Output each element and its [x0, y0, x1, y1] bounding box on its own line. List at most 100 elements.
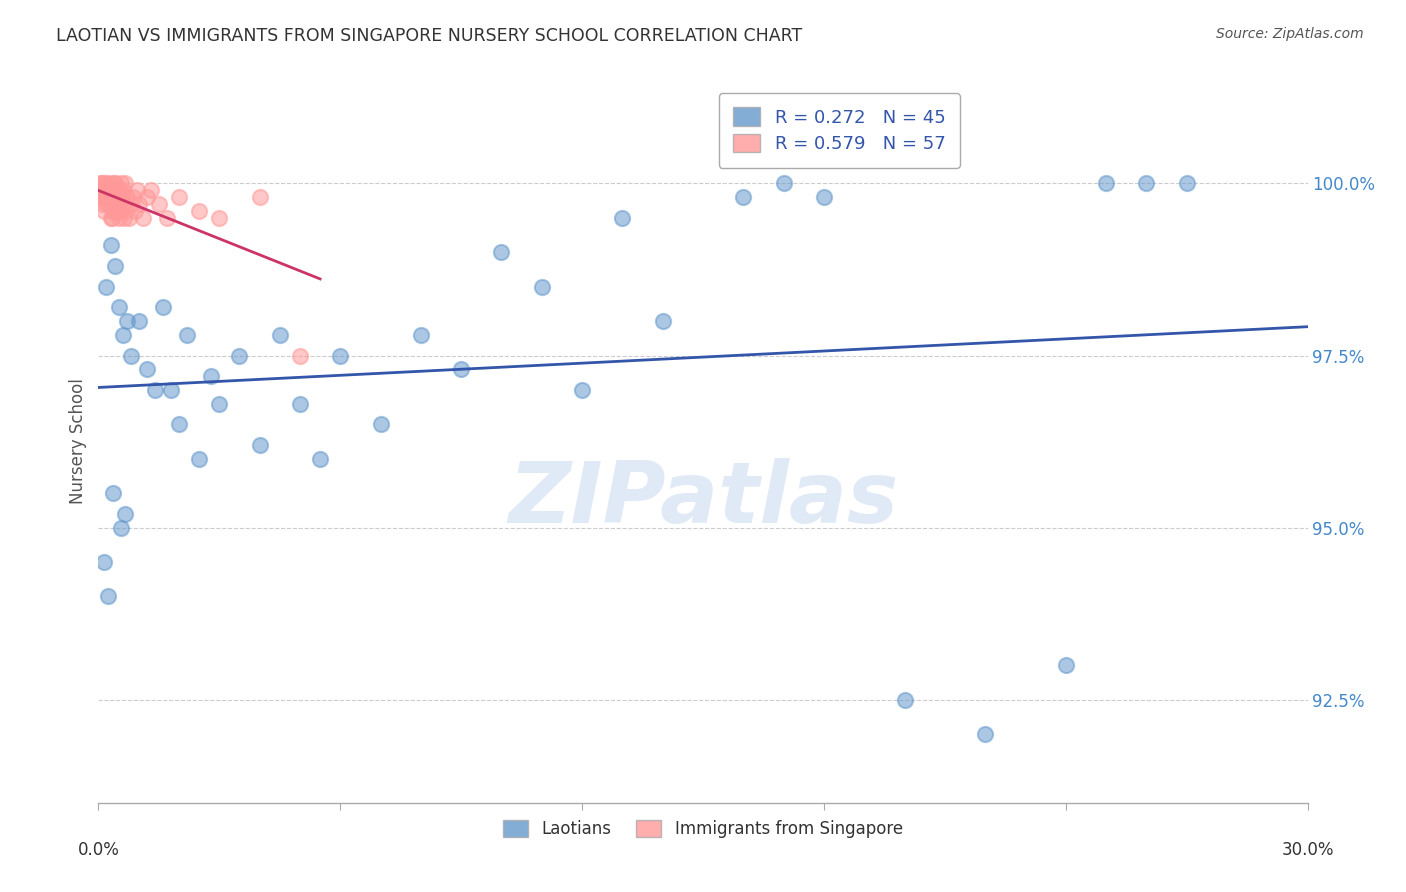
Point: [118, 211, 141, 225]
Point: [200, 369, 222, 384]
Text: 30.0%: 30.0%: [1281, 840, 1334, 859]
Point: [125, 183, 148, 197]
Point: [94, 190, 117, 204]
Point: [115, 314, 138, 328]
Point: [139, 183, 162, 197]
Point: [1054, 658, 1077, 673]
Point: [90, 183, 112, 197]
Text: LAOTIAN VS IMMIGRANTS FROM SINGAPORE NURSERY SCHOOL CORRELATION CHART: LAOTIAN VS IMMIGRANTS FROM SINGAPORE NUR…: [56, 27, 803, 45]
Point: [128, 197, 150, 211]
Point: [893, 692, 915, 706]
Point: [128, 314, 150, 328]
Point: [329, 349, 352, 363]
Point: [107, 190, 129, 204]
Point: [135, 190, 157, 204]
Point: [107, 301, 129, 315]
Point: [104, 190, 127, 204]
Point: [89, 190, 111, 204]
Text: 0.0%: 0.0%: [77, 840, 120, 859]
Point: [97, 183, 120, 197]
Point: [1135, 177, 1157, 191]
Point: [651, 314, 673, 328]
Point: [111, 197, 134, 211]
Point: [101, 486, 124, 500]
Point: [269, 327, 291, 342]
Point: [93, 555, 115, 569]
Point: [100, 238, 122, 252]
Y-axis label: Nursery School: Nursery School: [69, 378, 87, 505]
Point: [288, 349, 311, 363]
Point: [107, 183, 129, 197]
Point: [152, 301, 174, 315]
Text: ZIPatlas: ZIPatlas: [508, 458, 898, 541]
Point: [571, 383, 593, 397]
Point: [132, 211, 155, 225]
Point: [97, 190, 120, 204]
Point: [96, 177, 118, 191]
Point: [208, 211, 231, 225]
Point: [530, 279, 553, 293]
Point: [100, 211, 122, 225]
Point: [156, 211, 179, 225]
Point: [1095, 177, 1118, 191]
Point: [143, 383, 166, 397]
Point: [105, 197, 128, 211]
Point: [110, 520, 132, 534]
Point: [111, 190, 134, 204]
Point: [105, 197, 128, 211]
Point: [167, 190, 190, 204]
Point: [124, 204, 146, 219]
Point: [89, 177, 111, 191]
Point: [112, 183, 135, 197]
Point: [188, 204, 211, 219]
Point: [288, 397, 311, 411]
Point: [120, 349, 142, 363]
Point: [103, 259, 125, 273]
Point: [108, 211, 131, 225]
Point: [100, 211, 122, 225]
Point: [114, 204, 136, 219]
Point: [120, 197, 142, 211]
Point: [167, 417, 190, 432]
Point: [96, 279, 118, 293]
Point: [90, 190, 112, 204]
Point: [188, 451, 211, 466]
Point: [114, 177, 136, 191]
Point: [135, 362, 157, 376]
Point: [93, 177, 115, 191]
Point: [91, 177, 114, 191]
Point: [148, 197, 170, 211]
Text: Source: ZipAtlas.com: Source: ZipAtlas.com: [1216, 27, 1364, 41]
Point: [249, 190, 271, 204]
Point: [309, 451, 332, 466]
Point: [98, 177, 121, 191]
Point: [98, 197, 121, 211]
Point: [176, 327, 198, 342]
Point: [733, 190, 755, 204]
Point: [974, 727, 997, 741]
Point: [93, 204, 115, 219]
Point: [111, 327, 134, 342]
Point: [772, 177, 794, 191]
Point: [91, 197, 114, 211]
Legend: Laotians, Immigrants from Singapore: Laotians, Immigrants from Singapore: [496, 814, 910, 845]
Point: [91, 183, 114, 197]
Point: [409, 327, 432, 342]
Point: [100, 183, 122, 197]
Point: [108, 204, 131, 219]
Point: [370, 417, 392, 432]
Point: [101, 190, 124, 204]
Point: [491, 245, 513, 260]
Point: [121, 190, 143, 204]
Point: [612, 211, 634, 225]
Point: [103, 177, 125, 191]
Point: [103, 204, 125, 219]
Point: [114, 507, 136, 521]
Point: [110, 190, 132, 204]
Point: [228, 349, 250, 363]
Point: [112, 211, 135, 225]
Point: [115, 190, 138, 204]
Point: [249, 438, 271, 452]
Point: [104, 177, 127, 191]
Point: [813, 190, 835, 204]
